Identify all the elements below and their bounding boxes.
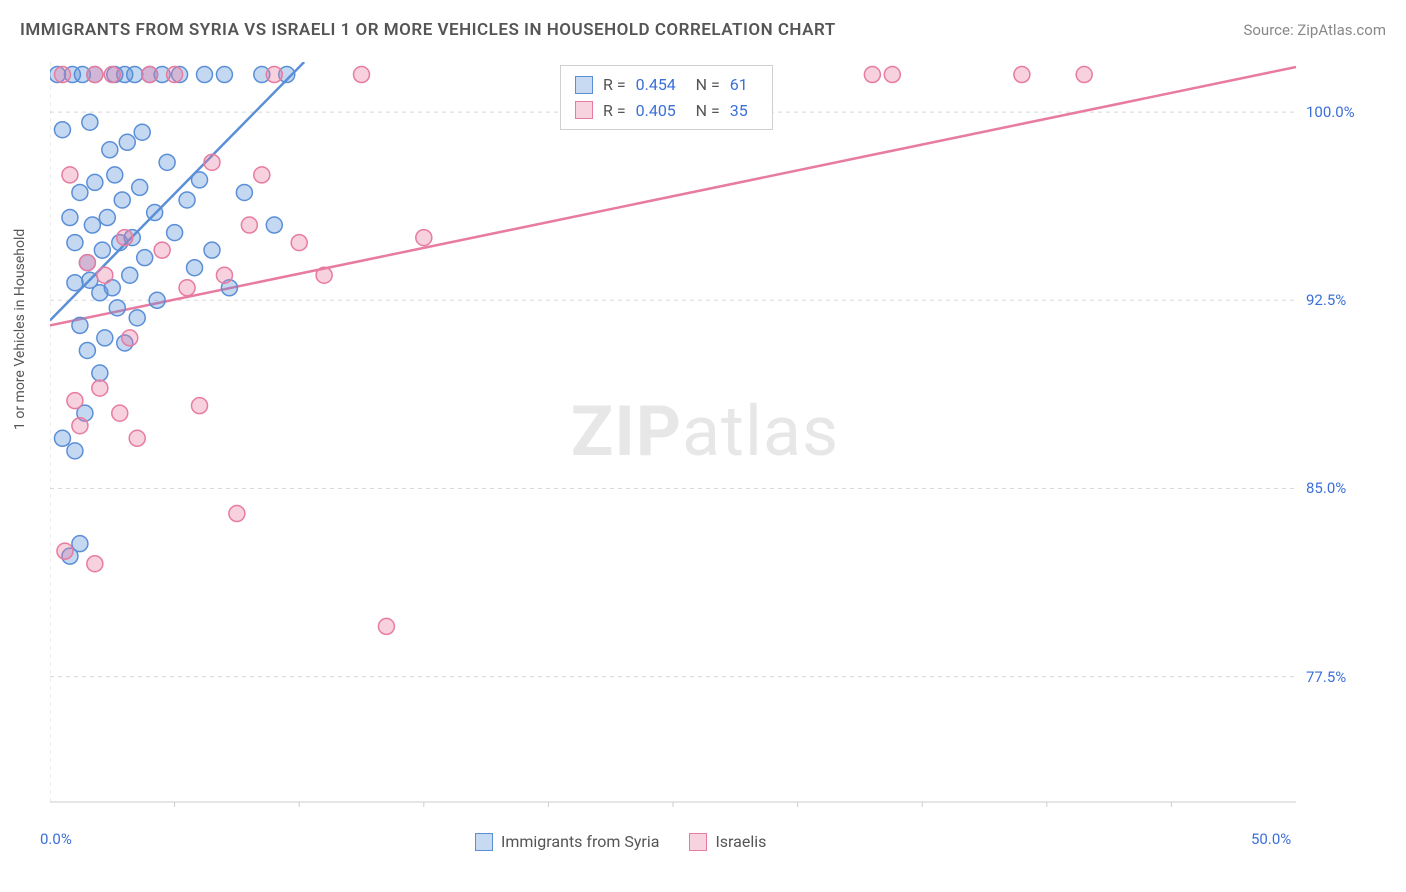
y-tick-label: 85.0% xyxy=(1306,479,1346,497)
chart-plot-area: ZIPatlas xyxy=(50,62,1360,802)
legend-swatch xyxy=(689,833,707,851)
n-label: N = xyxy=(696,98,720,124)
y-tick-label: 92.5% xyxy=(1306,291,1346,309)
source-attribution: Source: ZipAtlas.com xyxy=(1243,21,1386,39)
correlation-legend: R = 0.454 N = 61 R = 0.405 N = 35 xyxy=(560,65,773,130)
legend-swatch xyxy=(475,833,493,851)
legend-item: Israelis xyxy=(689,832,766,851)
y-tick-label: 100.0% xyxy=(1306,103,1355,121)
y-axis-label: 1 or more Vehicles in Household xyxy=(12,229,28,430)
legend-swatch xyxy=(575,76,593,94)
legend-item: Immigrants from Syria xyxy=(475,832,659,851)
n-value: 61 xyxy=(730,72,758,98)
n-label: N = xyxy=(696,72,720,98)
r-label: R = xyxy=(603,98,626,124)
legend-series-name: Immigrants from Syria xyxy=(501,832,659,851)
r-value: 0.405 xyxy=(636,98,686,124)
x-tick-label: 50.0% xyxy=(1251,830,1291,848)
legend-series-name: Israelis xyxy=(715,832,766,851)
legend-stat-row: R = 0.405 N = 35 xyxy=(575,98,758,124)
legend-stat-row: R = 0.454 N = 61 xyxy=(575,72,758,98)
scatter-svg xyxy=(50,62,1360,807)
r-value: 0.454 xyxy=(636,72,686,98)
chart-title: IMMIGRANTS FROM SYRIA VS ISRAELI 1 OR MO… xyxy=(20,20,836,40)
r-label: R = xyxy=(603,72,626,98)
y-tick-label: 77.5% xyxy=(1306,668,1346,686)
x-tick-label: 0.0% xyxy=(40,830,72,848)
n-value: 35 xyxy=(730,98,758,124)
legend-swatch xyxy=(575,101,593,119)
series-legend: Immigrants from Syria Israelis xyxy=(475,832,766,851)
